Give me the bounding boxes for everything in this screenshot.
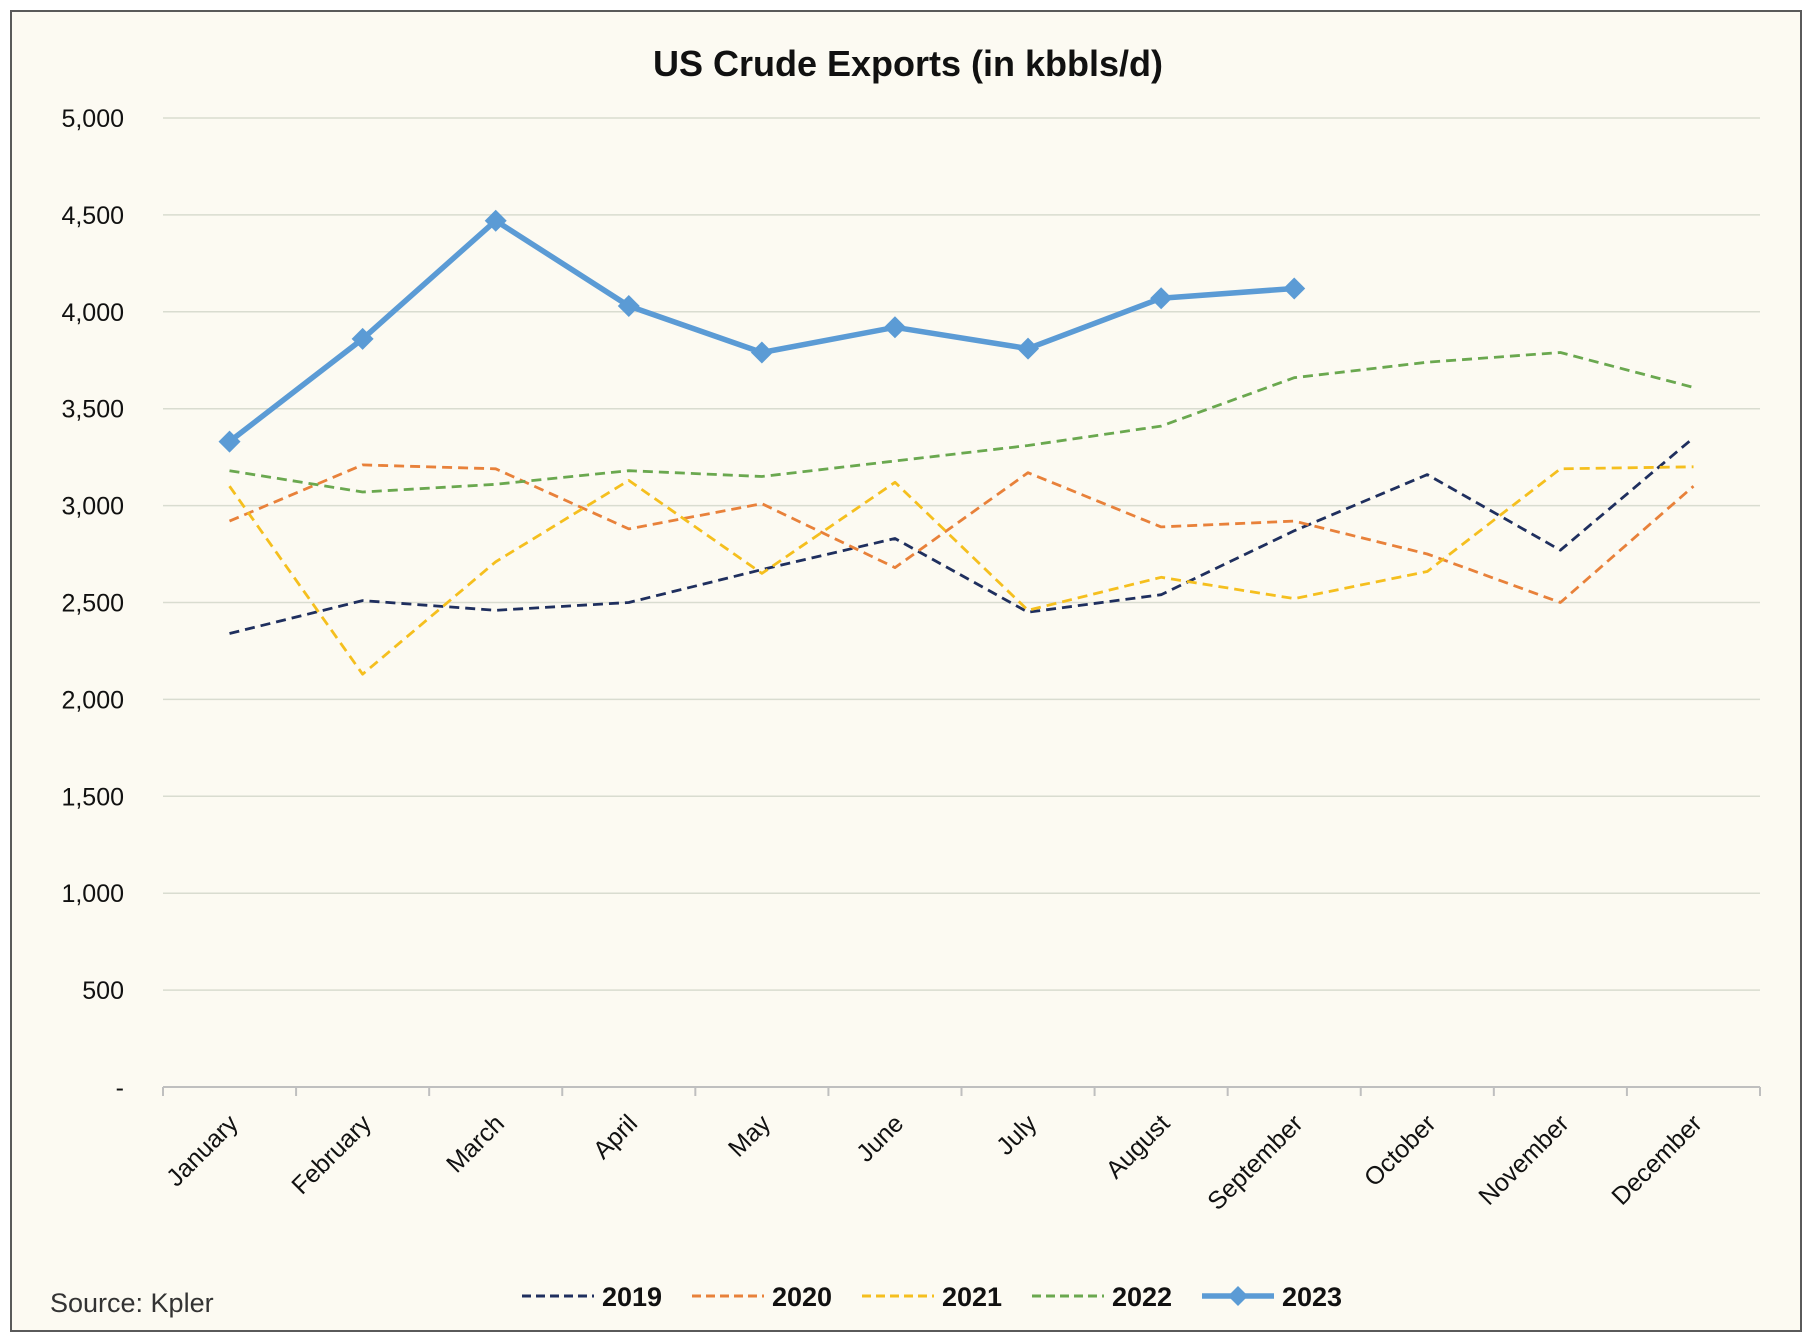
series-2020 [228, 463, 1695, 604]
x-axis-ticks: January February March April May June July Augu… [161, 1109, 1708, 1216]
x-tick-label: June [851, 1109, 909, 1167]
data-point-2023 [883, 316, 906, 339]
y-tick-label: 4,000 [61, 299, 124, 327]
legend: 2019 2020 2021 2022 2023 [522, 1282, 1342, 1312]
series-line-2020 [228, 463, 1695, 604]
source-note: Source: Kpler [50, 1288, 214, 1318]
x-tick-label: February [286, 1109, 377, 1200]
series-line-2021 [228, 465, 1694, 676]
legend-marker-2023 [1228, 1286, 1248, 1306]
x-tick-label: January [161, 1109, 244, 1192]
y-tick-label: 2,000 [61, 686, 124, 714]
x-tick-label: May [723, 1109, 777, 1163]
y-tick-label: 1,000 [61, 880, 124, 908]
chart-frame: US Crude Exports (in kbbls/d) - 500 1,000 1… [10, 10, 1802, 1332]
chart-area: US Crude Exports (in kbbls/d) - 500 1,000 1… [50, 43, 1761, 1318]
legend-label-2023: 2023 [1282, 1282, 1342, 1312]
x-axis [162, 1086, 1761, 1096]
data-point-2023 [617, 294, 640, 317]
x-tick-label: November [1473, 1109, 1574, 1210]
series-lines [218, 209, 1695, 676]
x-tick-label: August [1101, 1109, 1176, 1184]
series-2022 [229, 351, 1694, 494]
data-point-2023 [351, 327, 374, 350]
y-tick-label: - [116, 1074, 124, 1102]
series-2023 [218, 209, 1306, 453]
data-point-2023 [1150, 287, 1173, 310]
x-tick-label: September [1202, 1109, 1308, 1215]
y-tick-label: 3,500 [61, 396, 124, 424]
x-tick-label: December [1606, 1109, 1707, 1210]
x-tick-label: April [588, 1109, 643, 1164]
y-tick-label: 5,000 [61, 105, 124, 133]
legend-label-2019: 2019 [602, 1282, 662, 1312]
series-line-2022 [229, 351, 1694, 494]
y-axis-ticks: - 500 1,000 1,500 2,000 2,500 3,000 3,500 4,000 4… [61, 105, 124, 1102]
y-tick-label: 500 [82, 977, 124, 1005]
x-tick-label: March [441, 1109, 510, 1178]
chart-title: US Crude Exports (in kbbls/d) [653, 43, 1163, 84]
series-line-2019 [229, 436, 1695, 635]
legend-label-2021: 2021 [942, 1282, 1002, 1312]
legend-label-2022: 2022 [1112, 1282, 1172, 1312]
series-2021 [228, 465, 1694, 676]
gridlines [163, 117, 1760, 991]
x-tick-label: October [1359, 1109, 1442, 1192]
legend-label-2020: 2020 [772, 1282, 832, 1312]
y-tick-label: 2,500 [61, 590, 124, 618]
data-point-2023 [1017, 337, 1040, 360]
y-tick-label: 4,500 [61, 202, 124, 230]
data-point-2023 [218, 430, 241, 453]
y-tick-label: 1,500 [61, 783, 124, 811]
data-point-2023 [750, 341, 773, 364]
x-tick-label: July [991, 1109, 1043, 1161]
data-point-2023 [1283, 277, 1306, 300]
data-point-2023 [484, 209, 507, 232]
series-2019 [229, 436, 1695, 635]
y-tick-label: 3,000 [61, 493, 124, 521]
